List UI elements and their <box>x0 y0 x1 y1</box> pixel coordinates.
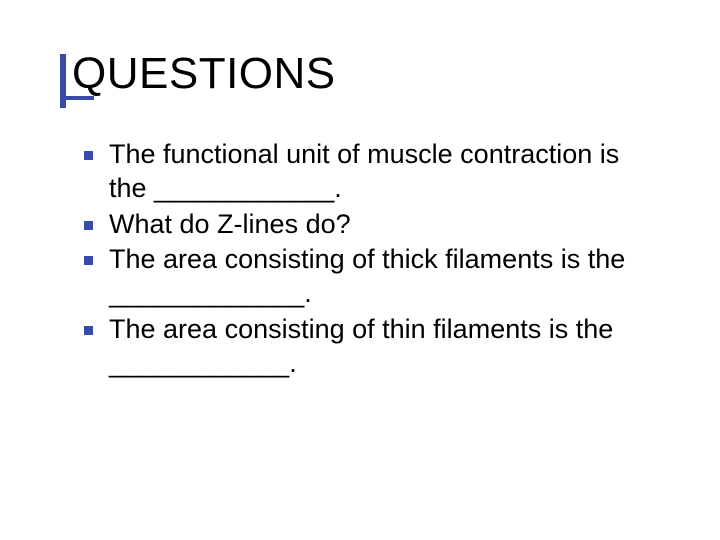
item-text: The functional unit of muscle contractio… <box>109 138 660 206</box>
list-item: What do Z-lines do? <box>84 208 660 242</box>
body: The functional unit of muscle contractio… <box>60 138 660 380</box>
title-row: QUESTIONS <box>60 50 660 108</box>
list-item: The area consisting of thick filaments i… <box>84 243 660 311</box>
item-text: What do Z-lines do? <box>109 208 351 242</box>
square-bullet-icon <box>84 221 93 230</box>
list-item: The area consisting of thin filaments is… <box>84 313 660 381</box>
item-text: The area consisting of thin filaments is… <box>109 313 660 381</box>
title-box: QUESTIONS <box>72 50 336 98</box>
slide: QUESTIONS The functional unit of muscle … <box>0 0 720 540</box>
title-underline <box>60 96 94 100</box>
square-bullet-icon <box>84 151 93 160</box>
square-bullet-icon <box>84 256 93 265</box>
bullet-list: The functional unit of muscle contractio… <box>84 138 660 380</box>
list-item: The functional unit of muscle contractio… <box>84 138 660 206</box>
item-text: The area consisting of thick filaments i… <box>109 243 660 311</box>
slide-title: QUESTIONS <box>72 50 336 98</box>
square-bullet-icon <box>84 326 93 335</box>
